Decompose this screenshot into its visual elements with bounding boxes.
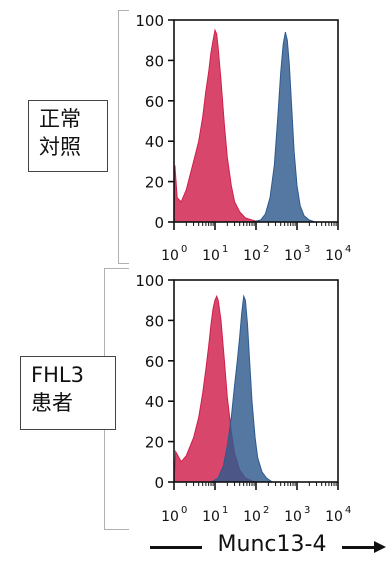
x-tick-label-exponent: 4 <box>345 505 351 516</box>
x-tick-label-base: 10 <box>161 248 179 264</box>
x-tick-label-exponent: 0 <box>181 505 187 516</box>
y-tick-label: 0 <box>154 474 164 492</box>
x-tick-label-exponent: 1 <box>222 244 228 255</box>
x-tick-label-base: 10 <box>325 509 343 525</box>
x-tick-label-base: 10 <box>325 248 343 264</box>
x-tick-label-exponent: 4 <box>345 244 351 255</box>
histogram-series-1 <box>173 28 260 223</box>
y-tick-label: 100 <box>135 272 164 290</box>
x-tick-label-base: 10 <box>202 248 220 264</box>
y-tick-label: 40 <box>145 133 164 151</box>
y-tick-label: 100 <box>135 12 164 30</box>
x-axis-label: Munc13-4 <box>202 528 342 562</box>
y-tick-label: 80 <box>145 312 164 330</box>
histogram-series-2 <box>251 31 316 223</box>
caption-line-right <box>342 546 376 549</box>
x-axis-caption: Munc13-4 <box>150 528 386 562</box>
y-tick-label: 80 <box>145 52 164 70</box>
x-tick-label-exponent: 3 <box>304 244 310 255</box>
y-tick-label: 40 <box>145 393 164 411</box>
y-tick-label: 60 <box>145 353 164 371</box>
y-tick-label: 20 <box>145 434 164 452</box>
x-tick-label-base: 10 <box>243 248 261 264</box>
group-label-patient: FHL3 患者 <box>20 356 116 430</box>
arrow-right-icon <box>374 541 386 553</box>
x-tick-label-base: 10 <box>243 509 261 525</box>
x-tick-label-base: 10 <box>202 509 220 525</box>
group-label-control: 正常 対照 <box>28 100 108 172</box>
y-tick-label: 0 <box>154 214 164 232</box>
x-tick-label-base: 10 <box>284 509 302 525</box>
x-tick-label-exponent: 3 <box>304 505 310 516</box>
x-tick-label-exponent: 0 <box>181 244 187 255</box>
x-tick-label-base: 10 <box>161 509 179 525</box>
y-tick-label: 60 <box>145 93 164 111</box>
x-tick-label-base: 10 <box>284 248 302 264</box>
x-tick-label-exponent: 2 <box>263 244 269 255</box>
histogram-series-2 <box>209 294 274 483</box>
caption-line-left <box>150 546 202 549</box>
x-tick-label-exponent: 1 <box>222 505 228 516</box>
x-tick-label-exponent: 2 <box>263 505 269 516</box>
y-tick-label: 20 <box>145 174 164 192</box>
group-bracket-control <box>118 10 129 264</box>
